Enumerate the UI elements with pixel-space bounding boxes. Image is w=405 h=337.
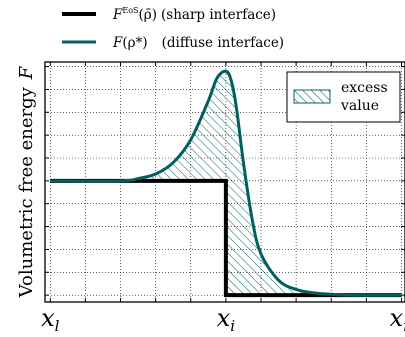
x-tick-label-r: xr — [389, 304, 405, 335]
series-line-sharp — [50, 178, 402, 298]
inset-legend: excess value — [286, 71, 401, 123]
plot-frame — [44, 61, 405, 303]
top-legend: FEoS(ρ̄) (sharp interface) F(ρ*) (diffuse … — [62, 6, 284, 51]
x-tick-labels: xl xi xr — [41, 304, 405, 335]
series-line-diffuse — [50, 69, 402, 297]
inset-legend-line-2: value — [340, 98, 379, 114]
plot-area — [44, 61, 405, 303]
legend-label-sharp: FEoS(ρ̄) (sharp interface) — [112, 6, 276, 23]
inset-legend-line-1: excess — [341, 80, 388, 96]
ticks — [45, 62, 405, 302]
legend-label-diffuse: F(ρ*) (diffuse interface) — [112, 35, 284, 51]
inset-legend-swatch — [293, 89, 331, 104]
y-axis-label: Volumetric free energyF — [16, 65, 37, 298]
x-tick-label-i: xi — [217, 304, 236, 335]
x-tick-label-l: xl — [41, 304, 60, 335]
